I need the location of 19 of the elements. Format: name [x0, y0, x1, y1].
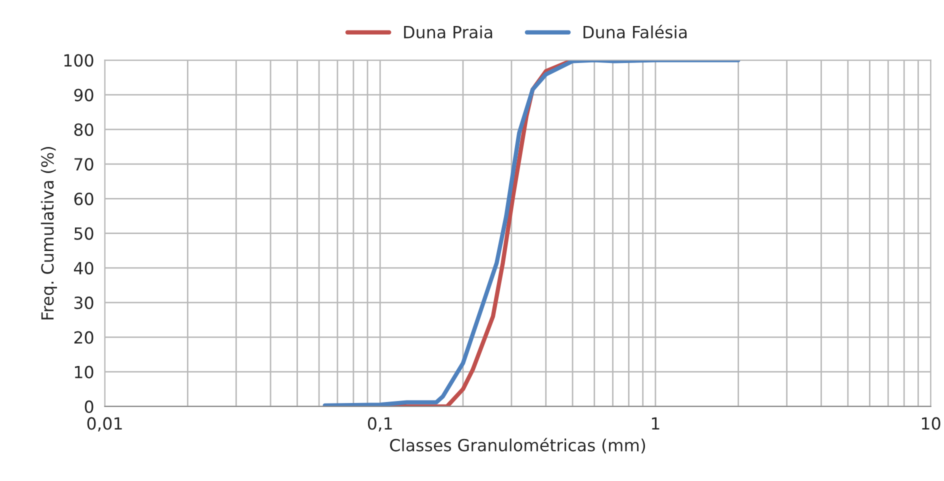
- y-tick-label: 80: [74, 123, 94, 136]
- y-tick-label: 70: [74, 158, 94, 171]
- y-tick-label: 0: [84, 400, 94, 414]
- x-axis-title: Classes Granulométricas (mm): [390, 438, 646, 454]
- y-tick-label: 100: [64, 54, 94, 67]
- y-tick-label: 50: [74, 227, 94, 240]
- legend-label: Duna Praia: [404, 26, 492, 38]
- x-tick-label: 0,01: [87, 417, 122, 432]
- x-tick-label: 10: [922, 417, 940, 430]
- legend-label: Duna Falésia: [584, 24, 687, 38]
- y-tick-label: 90: [74, 88, 94, 102]
- y-axis-title: Freq. Cumulativa (%): [40, 146, 57, 320]
- x-tick-label: 1: [652, 417, 660, 430]
- y-tick-label: 40: [74, 262, 94, 274]
- y-tick-label: 60: [74, 192, 94, 206]
- y-tick-label: 30: [74, 296, 94, 310]
- y-tick-label: 10: [74, 366, 94, 378]
- x-tick-label: 0,1: [368, 417, 392, 432]
- y-tick-label: 20: [74, 331, 94, 344]
